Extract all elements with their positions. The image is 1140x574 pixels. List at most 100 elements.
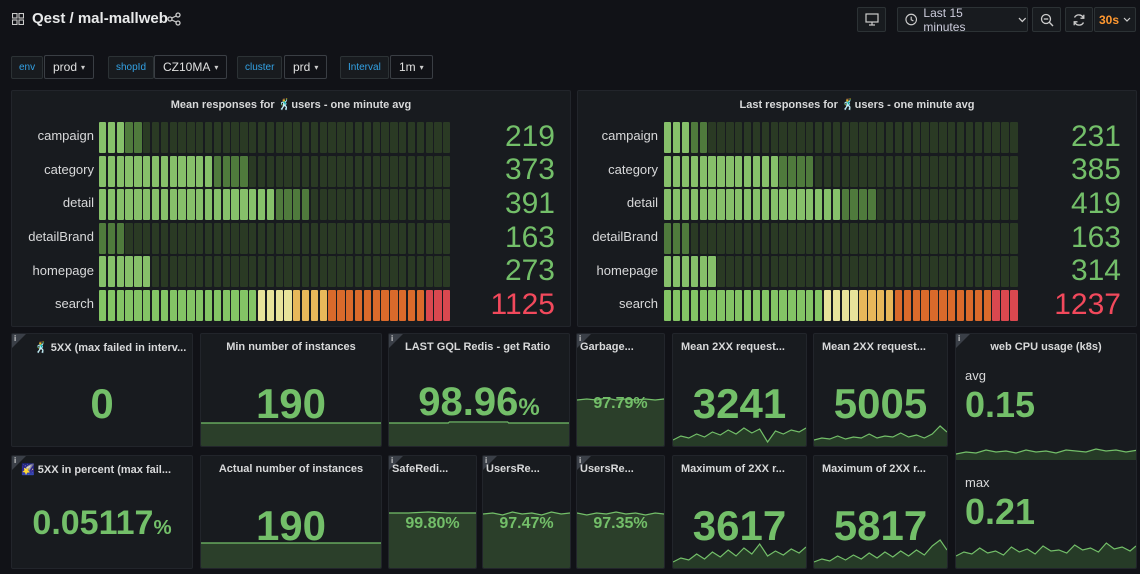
mean-2xx-request-b-panel[interactable]: Mean 2XX request... 5005 xyxy=(813,333,948,447)
heatmap-cell xyxy=(310,289,319,321)
heatmap-cell xyxy=(779,155,787,187)
heatmap-cell xyxy=(930,289,938,321)
heatmap-cell xyxy=(974,189,982,220)
info-icon[interactable]: i xyxy=(579,456,582,465)
heatmap-cell xyxy=(930,189,938,220)
heatmap-cell xyxy=(196,222,204,254)
row-label-detailbrand: detailBrand xyxy=(592,229,658,244)
heatmap-cell xyxy=(293,122,301,153)
refresh-button[interactable] xyxy=(1065,7,1093,32)
heatmap-cell xyxy=(434,222,442,254)
cpu-avg-value: 0.15 xyxy=(965,384,1036,425)
heatmap-cell xyxy=(222,256,230,287)
heatmap-cell xyxy=(903,256,911,287)
row-label-search: search xyxy=(54,296,94,311)
heatmap-cell xyxy=(743,189,752,220)
max-2xx-a-panel[interactable]: Maximum of 2XX r... 3617 xyxy=(672,455,807,569)
row-label-category: category xyxy=(44,162,94,177)
sparkline xyxy=(201,422,381,446)
heatmap-cell xyxy=(974,222,982,254)
variable-select-interval[interactable]: 1m ▾ xyxy=(390,55,433,79)
share-icon[interactable] xyxy=(167,12,181,26)
dashboards-grid-icon[interactable] xyxy=(12,13,24,25)
time-range-picker[interactable]: Last 15 minutes xyxy=(897,6,1028,34)
heatmap-cell xyxy=(708,222,716,254)
heatmap-cell xyxy=(151,189,160,220)
stat-value: 3241 xyxy=(692,380,787,427)
actual-instances-panel[interactable]: Actual number of instances 190 xyxy=(200,455,382,569)
heatmap-cell xyxy=(841,222,849,254)
info-icon[interactable]: i xyxy=(579,334,582,343)
last-responses-panel[interactable]: Last responses for 🕺users - one minute a… xyxy=(577,90,1137,327)
heatmap-cell xyxy=(850,222,858,254)
info-icon[interactable]: i xyxy=(391,456,394,465)
heatmap-cell xyxy=(664,122,672,153)
tv-mode-button[interactable] xyxy=(857,7,886,32)
safe-redis-panel[interactable]: i SafeRedi... 99.80% xyxy=(388,455,477,569)
heatmap-cell xyxy=(319,189,327,220)
stat-value: 5005 xyxy=(833,380,928,427)
mean-2xx-request-a-panel[interactable]: Mean 2XX request... 3241 xyxy=(672,333,807,447)
zoom-out-button[interactable] xyxy=(1032,7,1061,32)
heatmap-cell xyxy=(956,155,965,187)
row-label-category: category xyxy=(608,162,658,177)
heatmap-cell xyxy=(770,189,778,220)
heatmap-cell xyxy=(249,189,257,220)
heatmap-cell xyxy=(240,189,248,220)
users-re-b-panel[interactable]: i UsersRe... 97.35% xyxy=(576,455,665,569)
heatmap-cell xyxy=(443,155,451,187)
info-icon[interactable]: i xyxy=(14,334,17,343)
heatmap-cell xyxy=(204,222,213,254)
heatmap-cell xyxy=(806,189,814,220)
heatmap-cell xyxy=(169,189,177,220)
variable-label-interval: Interval xyxy=(340,56,389,79)
value-detailbrand: 163 xyxy=(504,221,555,254)
heatmap-cell xyxy=(151,122,160,153)
info-icon[interactable]: i xyxy=(958,334,961,343)
heatmap-cell xyxy=(797,122,805,153)
info-icon[interactable]: i xyxy=(391,334,394,343)
variable-select-env[interactable]: prod ▾ xyxy=(44,55,95,79)
heatmap-cell xyxy=(116,256,124,287)
heatmap-cell xyxy=(832,289,840,321)
heatmap-cell xyxy=(859,289,867,321)
users-re-a-panel[interactable]: i UsersRe... 97.47% xyxy=(482,455,571,569)
mean-responses-panel[interactable]: Mean responses for 🕺users - one minute a… xyxy=(11,90,571,327)
heatmap-cell xyxy=(921,222,929,254)
heatmap-cell xyxy=(992,189,1000,220)
heatmap-cell xyxy=(354,122,363,153)
heatmap-cell xyxy=(240,122,248,153)
value-homepage: 273 xyxy=(504,254,555,287)
heatmap-cell xyxy=(912,289,920,321)
heatmap-cell xyxy=(877,122,885,153)
info-icon[interactable]: i xyxy=(485,456,488,465)
garbage-panel[interactable]: i Garbage... 97.79% xyxy=(576,333,665,447)
heatmap-cell xyxy=(284,222,292,254)
heatmap-cell xyxy=(814,155,823,187)
gql-redis-ratio-panel[interactable]: i LAST GQL Redis - get Ratio 98.96% xyxy=(388,333,570,447)
cpu-usage-panel[interactable]: i web CPU usage (k8s) avg 0.15 max 0.21 xyxy=(955,333,1137,569)
heatmap-cell xyxy=(134,256,142,287)
page-title[interactable]: Qest / mal-mallweb xyxy=(32,10,168,27)
heatmap-cell xyxy=(983,155,991,187)
refresh-interval-picker[interactable]: 30s xyxy=(1094,7,1136,32)
heatmap-cell xyxy=(399,155,407,187)
heatmap-cell xyxy=(912,155,920,187)
variable-select-shopid[interactable]: CZ10MA ▾ xyxy=(154,55,228,79)
heatmap-cell xyxy=(885,222,894,254)
variable-select-cluster[interactable]: prd ▾ xyxy=(284,55,328,79)
heatmap-cell xyxy=(726,189,734,220)
heatmap-cell xyxy=(178,155,186,187)
heatmap-cell xyxy=(823,256,832,287)
heatmap-cell xyxy=(850,289,858,321)
info-icon[interactable]: i xyxy=(14,456,17,465)
heatmap-cell xyxy=(814,222,823,254)
heatmap-cell xyxy=(956,256,965,287)
5xx-percent-panel[interactable]: i 🌠 5XX in percent (max fail... 0.05117% xyxy=(11,455,193,569)
max-2xx-b-panel[interactable]: Maximum of 2XX r... 5817 xyxy=(813,455,948,569)
heatmap-cell xyxy=(257,222,266,254)
heatmap-cell xyxy=(346,222,354,254)
heatmap-cell xyxy=(434,289,442,321)
5xx-max-failed-panel[interactable]: i 🕺 5XX (max failed in interv... 0 xyxy=(11,333,193,447)
min-instances-panel[interactable]: Min number of instances 190 xyxy=(200,333,382,447)
